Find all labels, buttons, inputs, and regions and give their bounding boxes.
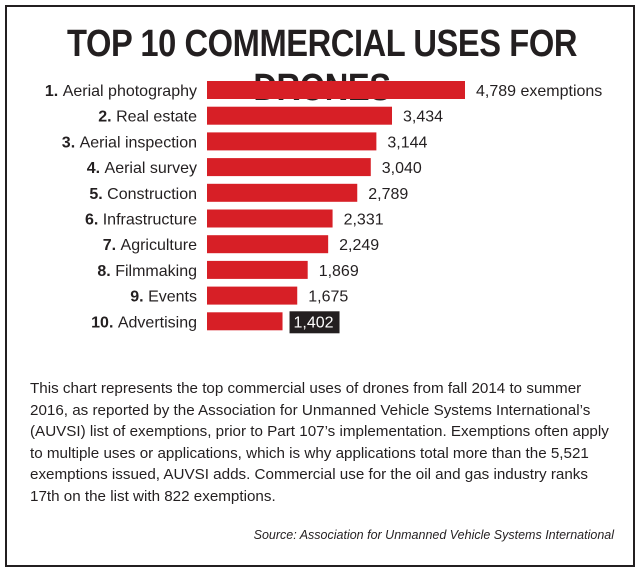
value-label: 4,789 exemptions xyxy=(476,83,602,100)
category-rank: 10. xyxy=(91,314,118,331)
category-label: 7. Agriculture xyxy=(103,237,197,254)
category-rank: 7. xyxy=(103,237,121,254)
category-rank: 3. xyxy=(62,134,80,151)
category-name: Advertising xyxy=(118,314,197,331)
bar xyxy=(207,260,308,279)
bar-chart: 1. Aerial photography 4,789 exemptions 2. … xyxy=(45,81,602,334)
value-label: 1,869 xyxy=(319,263,359,280)
bar xyxy=(207,158,371,177)
value-label-highlight xyxy=(289,311,340,334)
category-name: Real estate xyxy=(116,109,197,126)
category-rank: 9. xyxy=(130,289,148,306)
bar xyxy=(207,106,393,125)
category-name: Events xyxy=(148,289,197,306)
category-rank: 4. xyxy=(87,160,105,177)
category-rank: 8. xyxy=(97,263,115,280)
category-label: 6. Infrastructure xyxy=(85,212,197,229)
category-label: 9. Events xyxy=(130,289,197,306)
value-label: 2,331 xyxy=(344,212,384,229)
category-rank: 1. xyxy=(45,83,63,100)
source-note: Source: Association for Unmanned Vehicle… xyxy=(253,528,614,542)
value-label: 3,040 xyxy=(382,160,422,177)
bar xyxy=(207,235,329,254)
category-name: Filmmaking xyxy=(115,263,197,280)
category-label: 5. Construction xyxy=(89,186,197,203)
value-label: 3,144 xyxy=(387,134,427,151)
category-label: 3. Aerial inspection xyxy=(62,134,197,151)
category-rank: 5. xyxy=(89,186,107,203)
category-label: 2. Real estate xyxy=(98,109,197,126)
bar xyxy=(207,81,465,99)
category-rank: 2. xyxy=(98,109,116,126)
value-label: 1,675 xyxy=(308,289,348,306)
value-label: 3,434 xyxy=(403,109,443,126)
category-name: Construction xyxy=(107,186,197,203)
category-name: Infrastructure xyxy=(103,212,197,229)
value-label: 2,249 xyxy=(339,237,379,254)
bar xyxy=(207,209,333,228)
category-name: Aerial inspection xyxy=(80,134,197,151)
bar xyxy=(207,132,377,151)
category-name: Aerial photography xyxy=(63,83,197,100)
bar xyxy=(207,183,358,202)
category-label: 8. Filmmaking xyxy=(97,263,197,280)
bar xyxy=(207,286,298,305)
bar xyxy=(207,312,283,331)
value-label: 1,402 xyxy=(294,314,334,331)
category-name: Agriculture xyxy=(121,237,198,254)
category-rank: 6. xyxy=(85,212,103,229)
value-label: 2,789 xyxy=(368,186,408,203)
category-name: Aerial survey xyxy=(105,160,197,177)
category-label: 10. Advertising xyxy=(91,314,197,331)
category-label: 1. Aerial photography xyxy=(45,83,197,100)
category-label: 4. Aerial survey xyxy=(87,160,197,177)
chart-description: This chart represents the top commercial… xyxy=(30,380,609,505)
